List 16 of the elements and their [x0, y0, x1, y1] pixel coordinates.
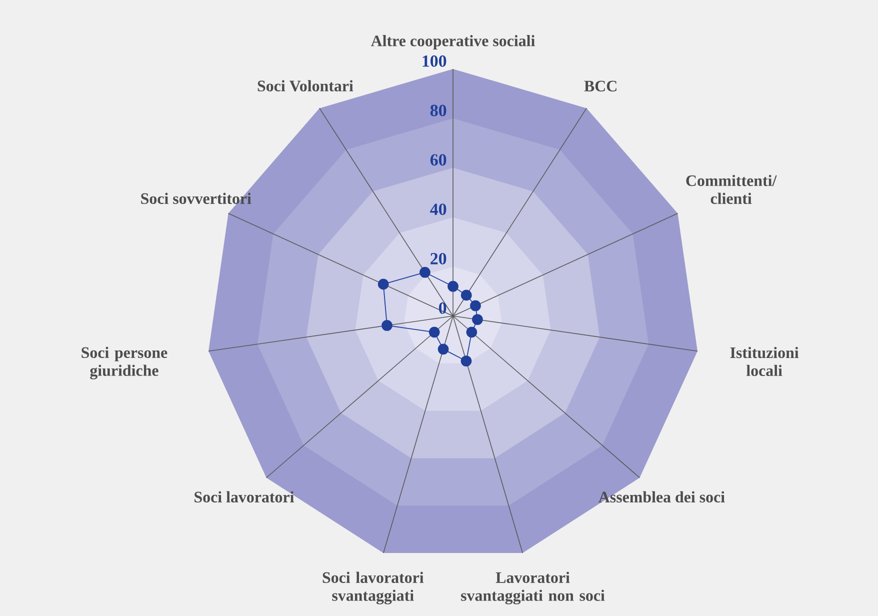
spoke-label: Soci lavoratori — [194, 491, 294, 502]
y-tick-label: 20 — [430, 252, 446, 264]
spoke-label: Soci lavoratori svantaggiati — [322, 572, 424, 604]
spoke-label: Istituzioni locali — [730, 346, 799, 376]
spoke-label: Altre cooperative sociali — [370, 35, 535, 50]
y-tick-label: 60 — [430, 154, 446, 166]
spoke-label: Soci Volontari — [258, 80, 354, 92]
y-tick-label: 40 — [430, 204, 446, 216]
spoke-label: Assemblea dei soci — [598, 491, 725, 502]
y-tick-label: 100 — [422, 55, 446, 67]
spoke-label: Committenti/ clienti — [686, 174, 777, 204]
spoke-label: Lavoratori svantaggiati non soci — [461, 572, 605, 604]
y-tick-label: 80 — [430, 104, 446, 116]
spoke-label: Soci sovvertitori — [141, 192, 252, 204]
spoke-label: BCC — [584, 80, 616, 92]
spoke-label: Soci persone giuridiche — [82, 346, 168, 380]
